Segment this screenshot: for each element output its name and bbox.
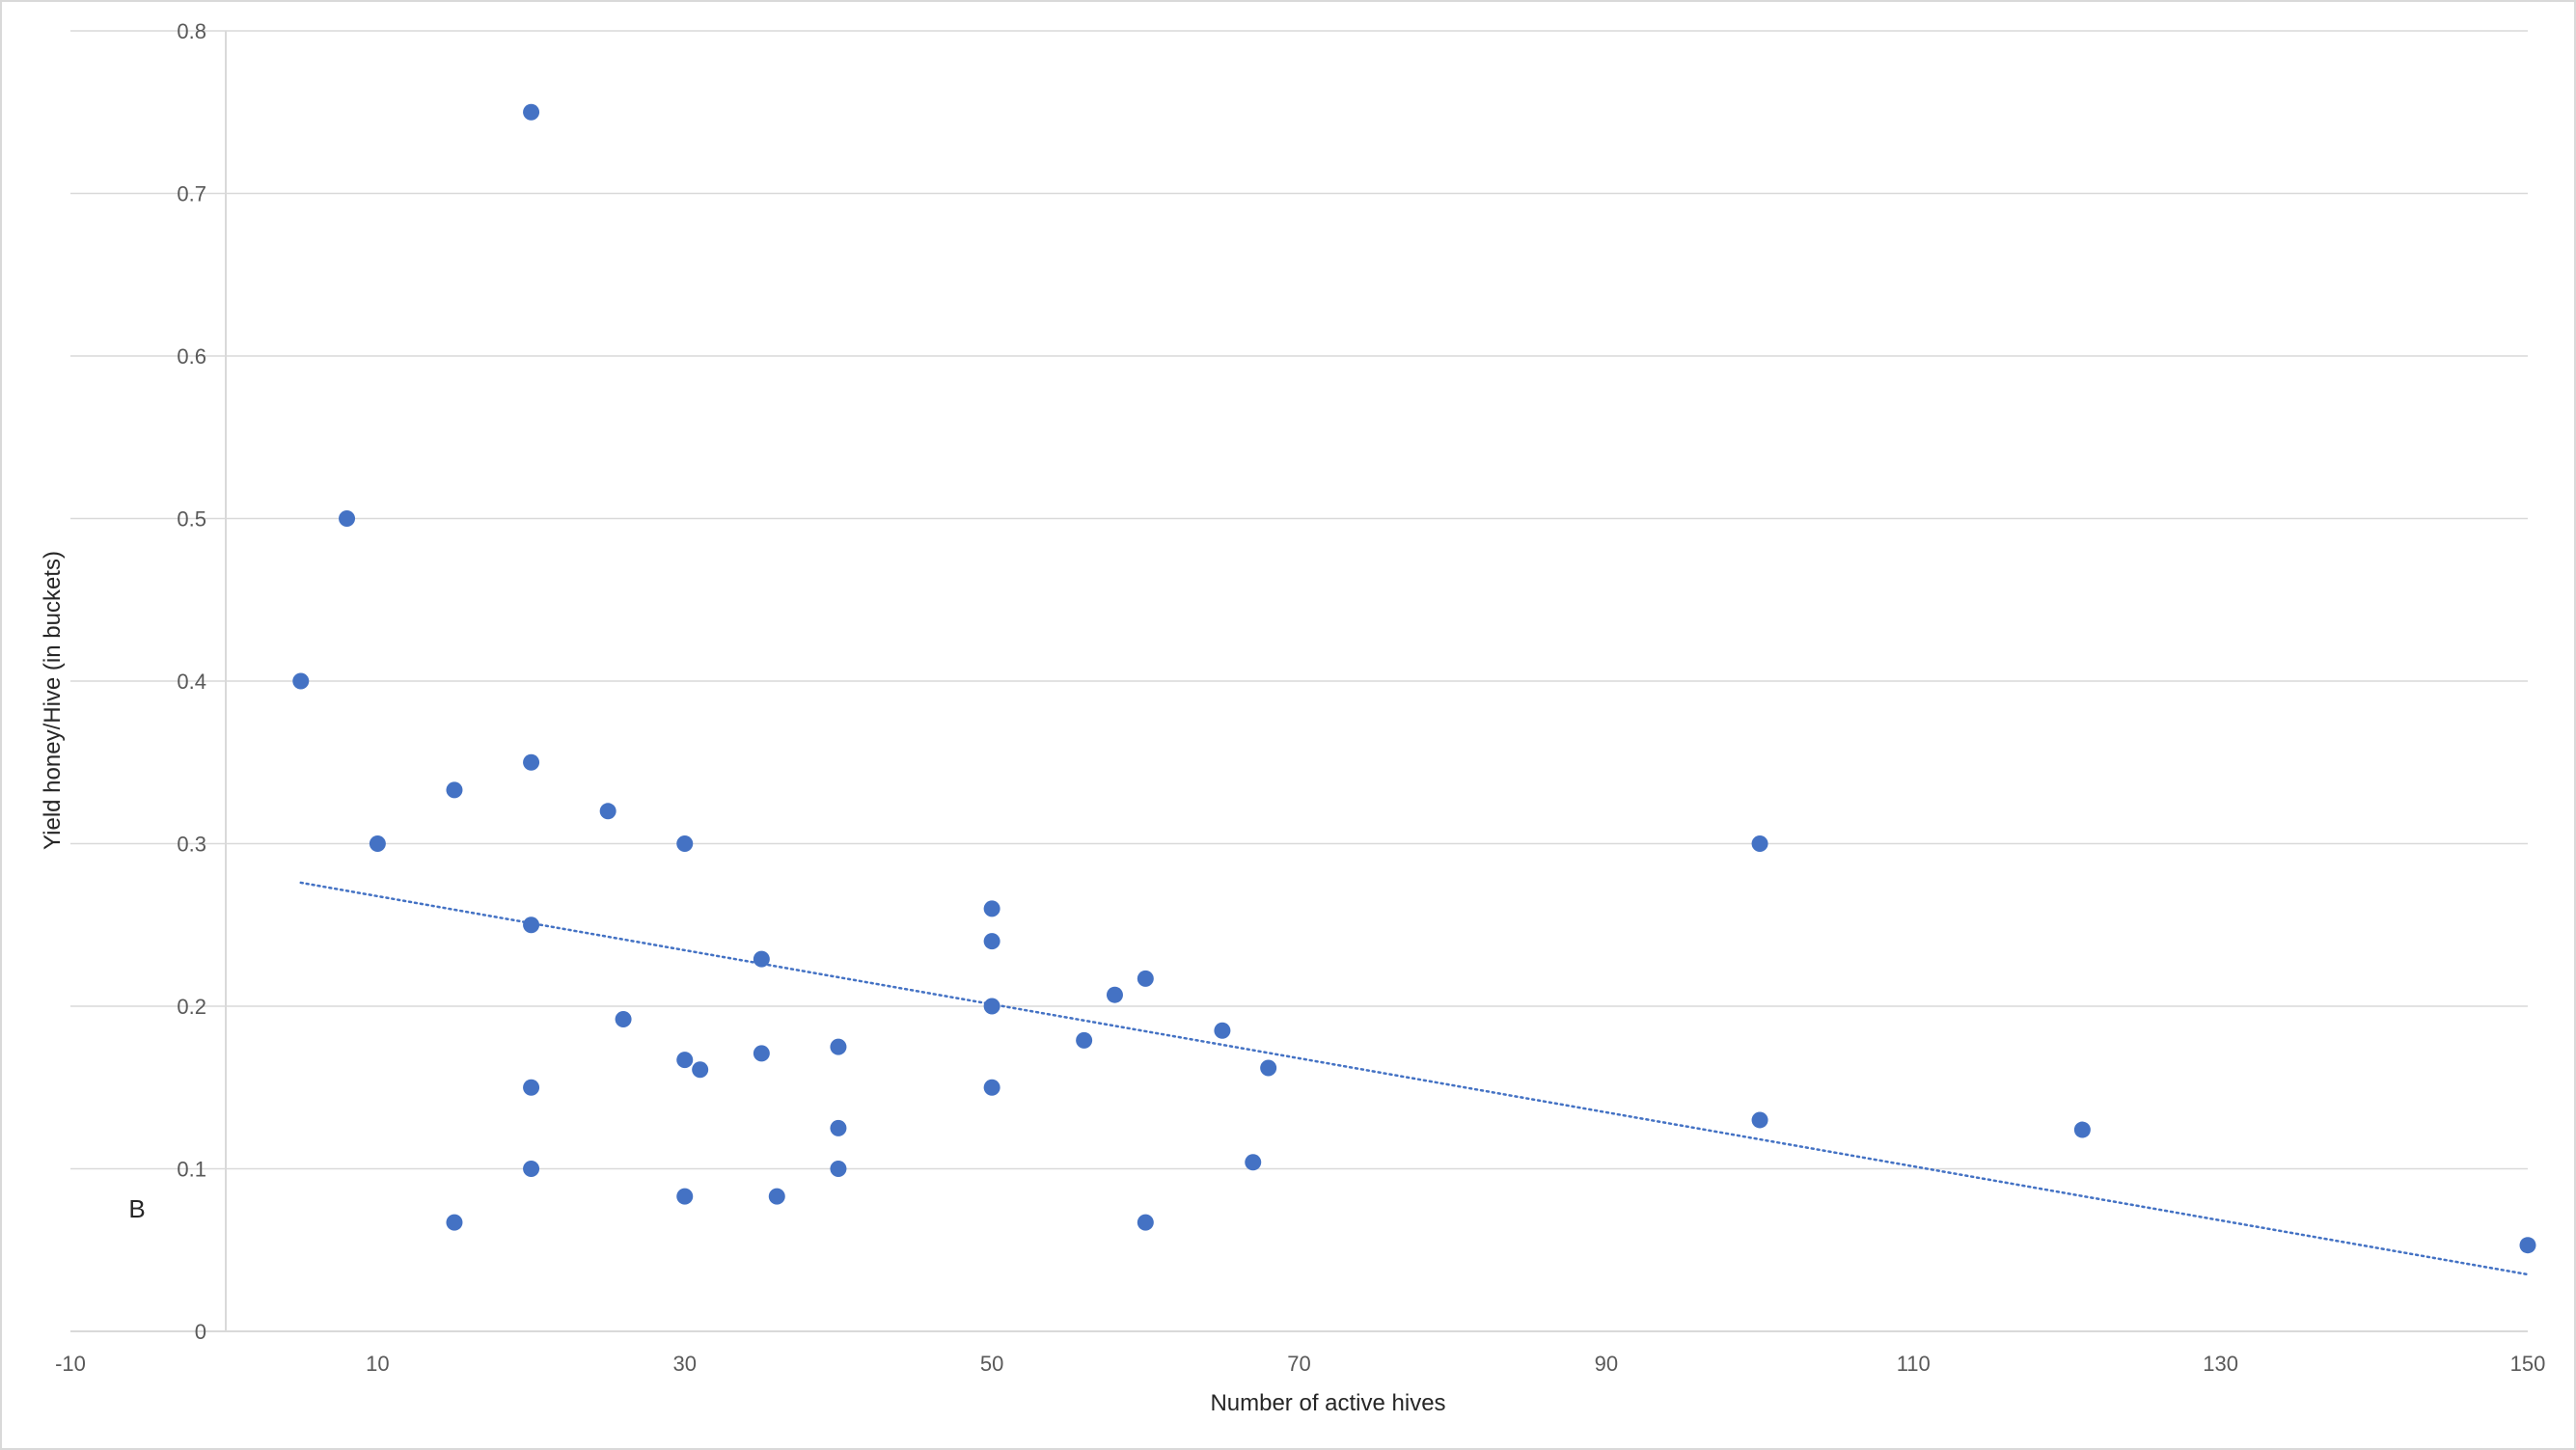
- data-point: [446, 781, 463, 799]
- data-point: [339, 510, 356, 527]
- data-point: [1214, 1022, 1231, 1039]
- trendline: [299, 881, 2530, 1276]
- data-point: [1076, 1031, 1093, 1049]
- data-point: [599, 803, 617, 820]
- x-tick-label: 90: [1595, 1352, 1618, 1376]
- data-point: [692, 1061, 709, 1079]
- panel-label: B: [128, 1194, 145, 1223]
- data-point: [1137, 1214, 1154, 1231]
- data-point: [1751, 835, 1768, 852]
- data-point: [983, 1079, 1000, 1096]
- data-point: [523, 103, 540, 121]
- data-point: [523, 1161, 540, 1177]
- x-tick-label: 10: [366, 1352, 389, 1376]
- data-point: [2519, 1237, 2536, 1254]
- y-tick-label: 0.6: [177, 344, 206, 369]
- data-point: [753, 1045, 770, 1062]
- x-tick-label: 50: [980, 1352, 1003, 1376]
- data-point: [676, 1188, 694, 1205]
- trendline-group: [299, 881, 2530, 1276]
- x-tick-label: 150: [2510, 1352, 2546, 1376]
- y-tick-label: 0.8: [177, 19, 206, 43]
- y-tick-label: 0.3: [177, 833, 206, 857]
- axes: [70, 31, 2528, 1332]
- y-tick-label: 0.4: [177, 670, 206, 694]
- data-point: [830, 1038, 847, 1055]
- data-point: [830, 1161, 847, 1177]
- x-tick-label: 70: [1287, 1352, 1310, 1376]
- data-point: [369, 835, 386, 852]
- data-point: [615, 1010, 632, 1027]
- y-tick-label: 0.2: [177, 995, 206, 1019]
- data-point: [1260, 1059, 1277, 1077]
- data-point: [523, 917, 540, 934]
- data-point: [1245, 1154, 1262, 1171]
- data-point: [983, 900, 1000, 917]
- data-point: [523, 753, 540, 771]
- data-point: [983, 933, 1000, 950]
- data-point: [753, 950, 770, 968]
- data-point: [2073, 1121, 2091, 1138]
- data-point: [446, 1214, 463, 1231]
- x-tick-label: 30: [673, 1352, 697, 1376]
- data-point: [768, 1188, 785, 1205]
- tick-labels: 0 0.1 0.2 0.3 0.4 0.5 0.6 0.7 0.8 -10 10 30 50 70 90 11…: [55, 19, 2545, 1376]
- x-tick-label: 110: [1897, 1352, 1931, 1376]
- y-tick-label: 0.7: [177, 182, 206, 206]
- x-tick-label: -10: [55, 1352, 86, 1376]
- data-point: [1106, 986, 1123, 1003]
- data-point: [983, 998, 1000, 1015]
- data-point: [1137, 970, 1154, 987]
- data-point: [1751, 1111, 1768, 1129]
- data-point: [676, 835, 694, 852]
- y-tick-label: 0.5: [177, 507, 206, 532]
- y-tick-label: 0.1: [177, 1158, 206, 1182]
- data-point: [292, 672, 310, 690]
- data-point: [830, 1119, 847, 1136]
- gridlines: [70, 30, 2528, 1170]
- data-points: [292, 103, 2536, 1254]
- y-tick-label: 0: [195, 1320, 206, 1344]
- y-axis-title: Yield honey/Hive (in buckets): [40, 551, 66, 850]
- x-tick-label: 130: [2203, 1352, 2238, 1376]
- data-point: [523, 1079, 540, 1096]
- data-point: [676, 1052, 694, 1069]
- x-axis-title: Number of active hives: [1210, 1390, 1445, 1416]
